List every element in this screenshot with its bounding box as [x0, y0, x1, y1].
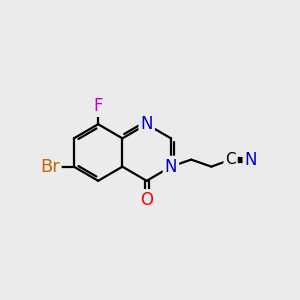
- Text: N: N: [244, 151, 257, 169]
- Text: F: F: [93, 97, 103, 115]
- Text: Br: Br: [40, 158, 59, 176]
- Text: N: N: [140, 115, 153, 133]
- Text: C: C: [225, 152, 236, 167]
- Text: O: O: [140, 191, 153, 209]
- Text: N: N: [165, 158, 177, 176]
